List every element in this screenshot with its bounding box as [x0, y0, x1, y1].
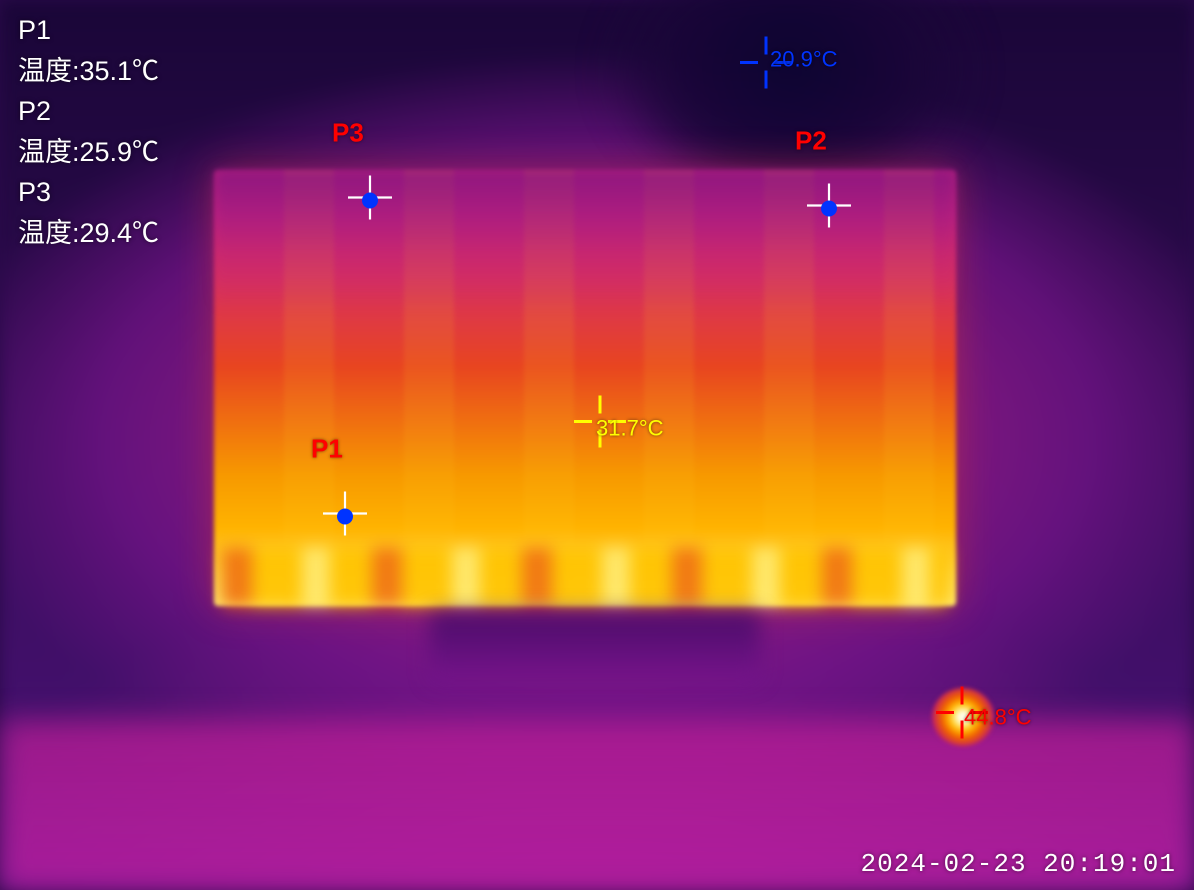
info-row: P1: [18, 10, 159, 51]
marker-dot: [821, 200, 837, 216]
marker-p2: P2: [801, 178, 857, 239]
marker-label: P1: [311, 434, 343, 465]
marker-min: 20.9°C: [734, 31, 798, 100]
info-row: 温度:29.4℃: [18, 213, 159, 254]
marker-max: 44.8°C: [930, 681, 994, 750]
info-row: 温度:25.9℃: [18, 132, 159, 173]
marker-p3: P3: [342, 170, 398, 231]
marker-label: P3: [332, 118, 364, 149]
marker-label: P2: [795, 126, 827, 157]
info-row: P2: [18, 91, 159, 132]
marker-temp-label: 44.8°C: [964, 705, 1032, 731]
marker-dot: [337, 508, 353, 524]
marker-dot: [362, 192, 378, 208]
marker-center: 31.7°C: [568, 390, 632, 459]
info-row: 温度:35.1℃: [18, 51, 159, 92]
marker-temp-label: 31.7°C: [596, 416, 664, 442]
marker-p1: P1: [317, 486, 373, 547]
info-row: P3: [18, 172, 159, 213]
overlay-layer: P1 温度:35.1℃ P2 温度:25.9℃ P3 温度:29.4℃ P1 P…: [0, 0, 1194, 889]
info-panel: P1 温度:35.1℃ P2 温度:25.9℃ P3 温度:29.4℃: [18, 10, 159, 253]
timestamp: 2024-02-23 20:19:01: [861, 849, 1176, 879]
marker-temp-label: 20.9°C: [770, 47, 838, 73]
